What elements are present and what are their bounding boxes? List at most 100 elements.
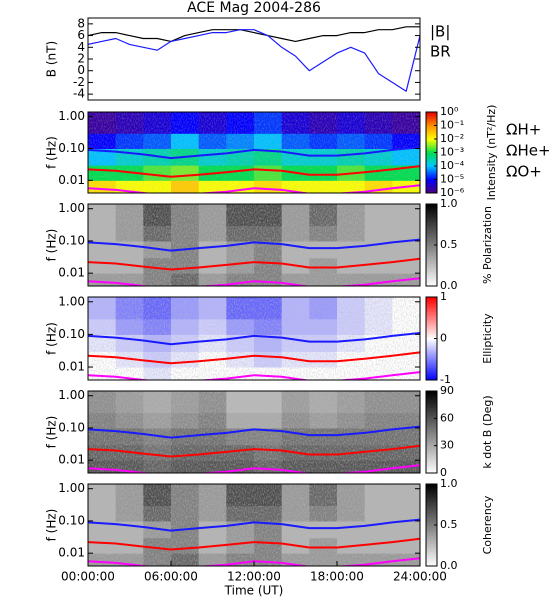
- y-axis-label: f (Hz): [45, 509, 59, 542]
- colorbar-swatch: [426, 263, 437, 266]
- colorbar-swatch: [426, 138, 437, 141]
- y-tick-label: 1.00: [58, 201, 85, 215]
- colorbar-swatch: [426, 419, 437, 423]
- colorbar-swatch: [426, 525, 437, 528]
- plot-area: [88, 26, 420, 92]
- legend-entry: ΩHe+: [506, 142, 550, 160]
- axes-frame: [87, 203, 421, 287]
- colorbar-swatch: [426, 116, 437, 119]
- colorbar-swatch: [426, 369, 437, 373]
- colorbar-swatch: [426, 154, 437, 158]
- plot-area: [88, 204, 420, 286]
- colorbar-swatch: [426, 537, 437, 540]
- colorbar-swatch: [426, 405, 437, 408]
- y-tick-label: 1.00: [58, 109, 85, 123]
- colorbar-swatch: [426, 297, 437, 300]
- series-line: [88, 518, 420, 532]
- colorbar-swatch: [426, 395, 437, 398]
- colorbar-swatch: [426, 253, 437, 256]
- colorbar-swatch: [426, 553, 437, 557]
- series-line: [88, 444, 420, 458]
- y-tick-label: 1.00: [58, 481, 85, 495]
- colorbar-swatch: [426, 259, 437, 262]
- colorbar-swatch: [426, 172, 437, 176]
- x-axis-label: Time (UT): [224, 584, 284, 598]
- colorbar-swatch: [426, 444, 437, 447]
- colorbar-swatch: [426, 434, 437, 437]
- colorbar-swatch: [426, 238, 437, 242]
- colorbar-swatch: [426, 541, 437, 544]
- colorbar-swatch: [426, 317, 437, 321]
- colorbar-swatch: [426, 417, 437, 421]
- colorbar-swatch: [426, 359, 437, 362]
- colorbar-swatch: [426, 283, 437, 287]
- series-line: [88, 425, 420, 439]
- colorbar-swatch: [426, 438, 437, 441]
- legend-entry: |B|: [430, 23, 450, 41]
- series-line: [88, 146, 420, 160]
- colorbar-swatch: [426, 409, 437, 412]
- colorbar-swatch: [426, 450, 437, 453]
- colorbar-swatch: [426, 500, 437, 503]
- series-line: [88, 537, 420, 551]
- colorbar-swatch: [426, 377, 437, 381]
- colorbar-swatch: [426, 421, 437, 425]
- colorbar-swatch: [426, 520, 437, 524]
- colorbar-swatch: [426, 533, 437, 536]
- colorbar-swatch: [426, 301, 437, 304]
- colorbar-swatch: [426, 218, 437, 221]
- colorbar-swatch: [426, 330, 437, 333]
- colorbar-tick-label: 0: [440, 466, 447, 479]
- colorbar-swatch: [426, 136, 437, 139]
- series-line: [88, 351, 420, 365]
- series-line: [88, 464, 420, 473]
- colorbar-swatch: [426, 399, 437, 402]
- y-tick-label: 0.10: [58, 420, 85, 434]
- y-tick-label: 0.01: [58, 173, 85, 187]
- y-tick-label: 0.01: [58, 360, 85, 374]
- colorbar-swatch: [426, 204, 437, 207]
- colorbar-swatch: [426, 158, 437, 162]
- colorbar-swatch: [426, 150, 437, 153]
- colorbar-swatch: [426, 323, 437, 327]
- colorbar-swatch: [426, 529, 437, 532]
- colorbar-swatch: [426, 299, 437, 302]
- colorbar-swatch: [426, 170, 437, 174]
- colorbar-swatch: [426, 460, 437, 464]
- colorbar-swatch: [426, 124, 437, 127]
- colorbar-swatch: [426, 547, 437, 551]
- series-line: [88, 238, 420, 252]
- colorbar-tick-label: 10⁰: [440, 105, 459, 118]
- colorbar-tick-label: 0.5: [440, 238, 458, 251]
- colorbar-swatch: [426, 184, 437, 188]
- colorbar-label: Ellipticity: [481, 313, 494, 364]
- colorbar-tick-label: 0.0: [440, 279, 458, 292]
- colorbar-swatch: [426, 319, 437, 323]
- colorbar-swatch: [426, 496, 437, 499]
- colorbar-tick-label: 10⁻⁴: [440, 159, 465, 172]
- colorbar-tick-label: 1: [440, 290, 447, 303]
- colorbar-swatch: [426, 539, 437, 542]
- plot-area: [88, 484, 420, 566]
- colorbar-swatch: [426, 315, 437, 319]
- colorbar-swatch: [426, 242, 437, 246]
- colorbar-swatch: [426, 403, 437, 406]
- colorbar-swatch: [426, 361, 437, 364]
- colorbar-swatch: [426, 391, 437, 394]
- colorbar-swatch: [426, 148, 437, 151]
- colorbar-swatch: [426, 144, 437, 147]
- colorbar-swatch: [426, 206, 437, 209]
- colorbar-label: Coherency: [481, 495, 494, 554]
- colorbar-swatch: [426, 371, 437, 375]
- colorbar-swatch: [426, 527, 437, 530]
- colorbar-swatch: [426, 504, 437, 508]
- y-tick-label: 2: [77, 52, 85, 66]
- colorbar-swatch: [426, 265, 437, 269]
- colorbar-tick-label: 1.0: [440, 197, 458, 210]
- colorbar-tick-label: 0.0: [440, 559, 458, 572]
- colorbar-tick-label: 10⁻²: [440, 132, 464, 145]
- colorbar-swatch: [426, 464, 437, 468]
- colorbar-swatch: [426, 470, 437, 474]
- colorbar-swatch: [426, 303, 437, 306]
